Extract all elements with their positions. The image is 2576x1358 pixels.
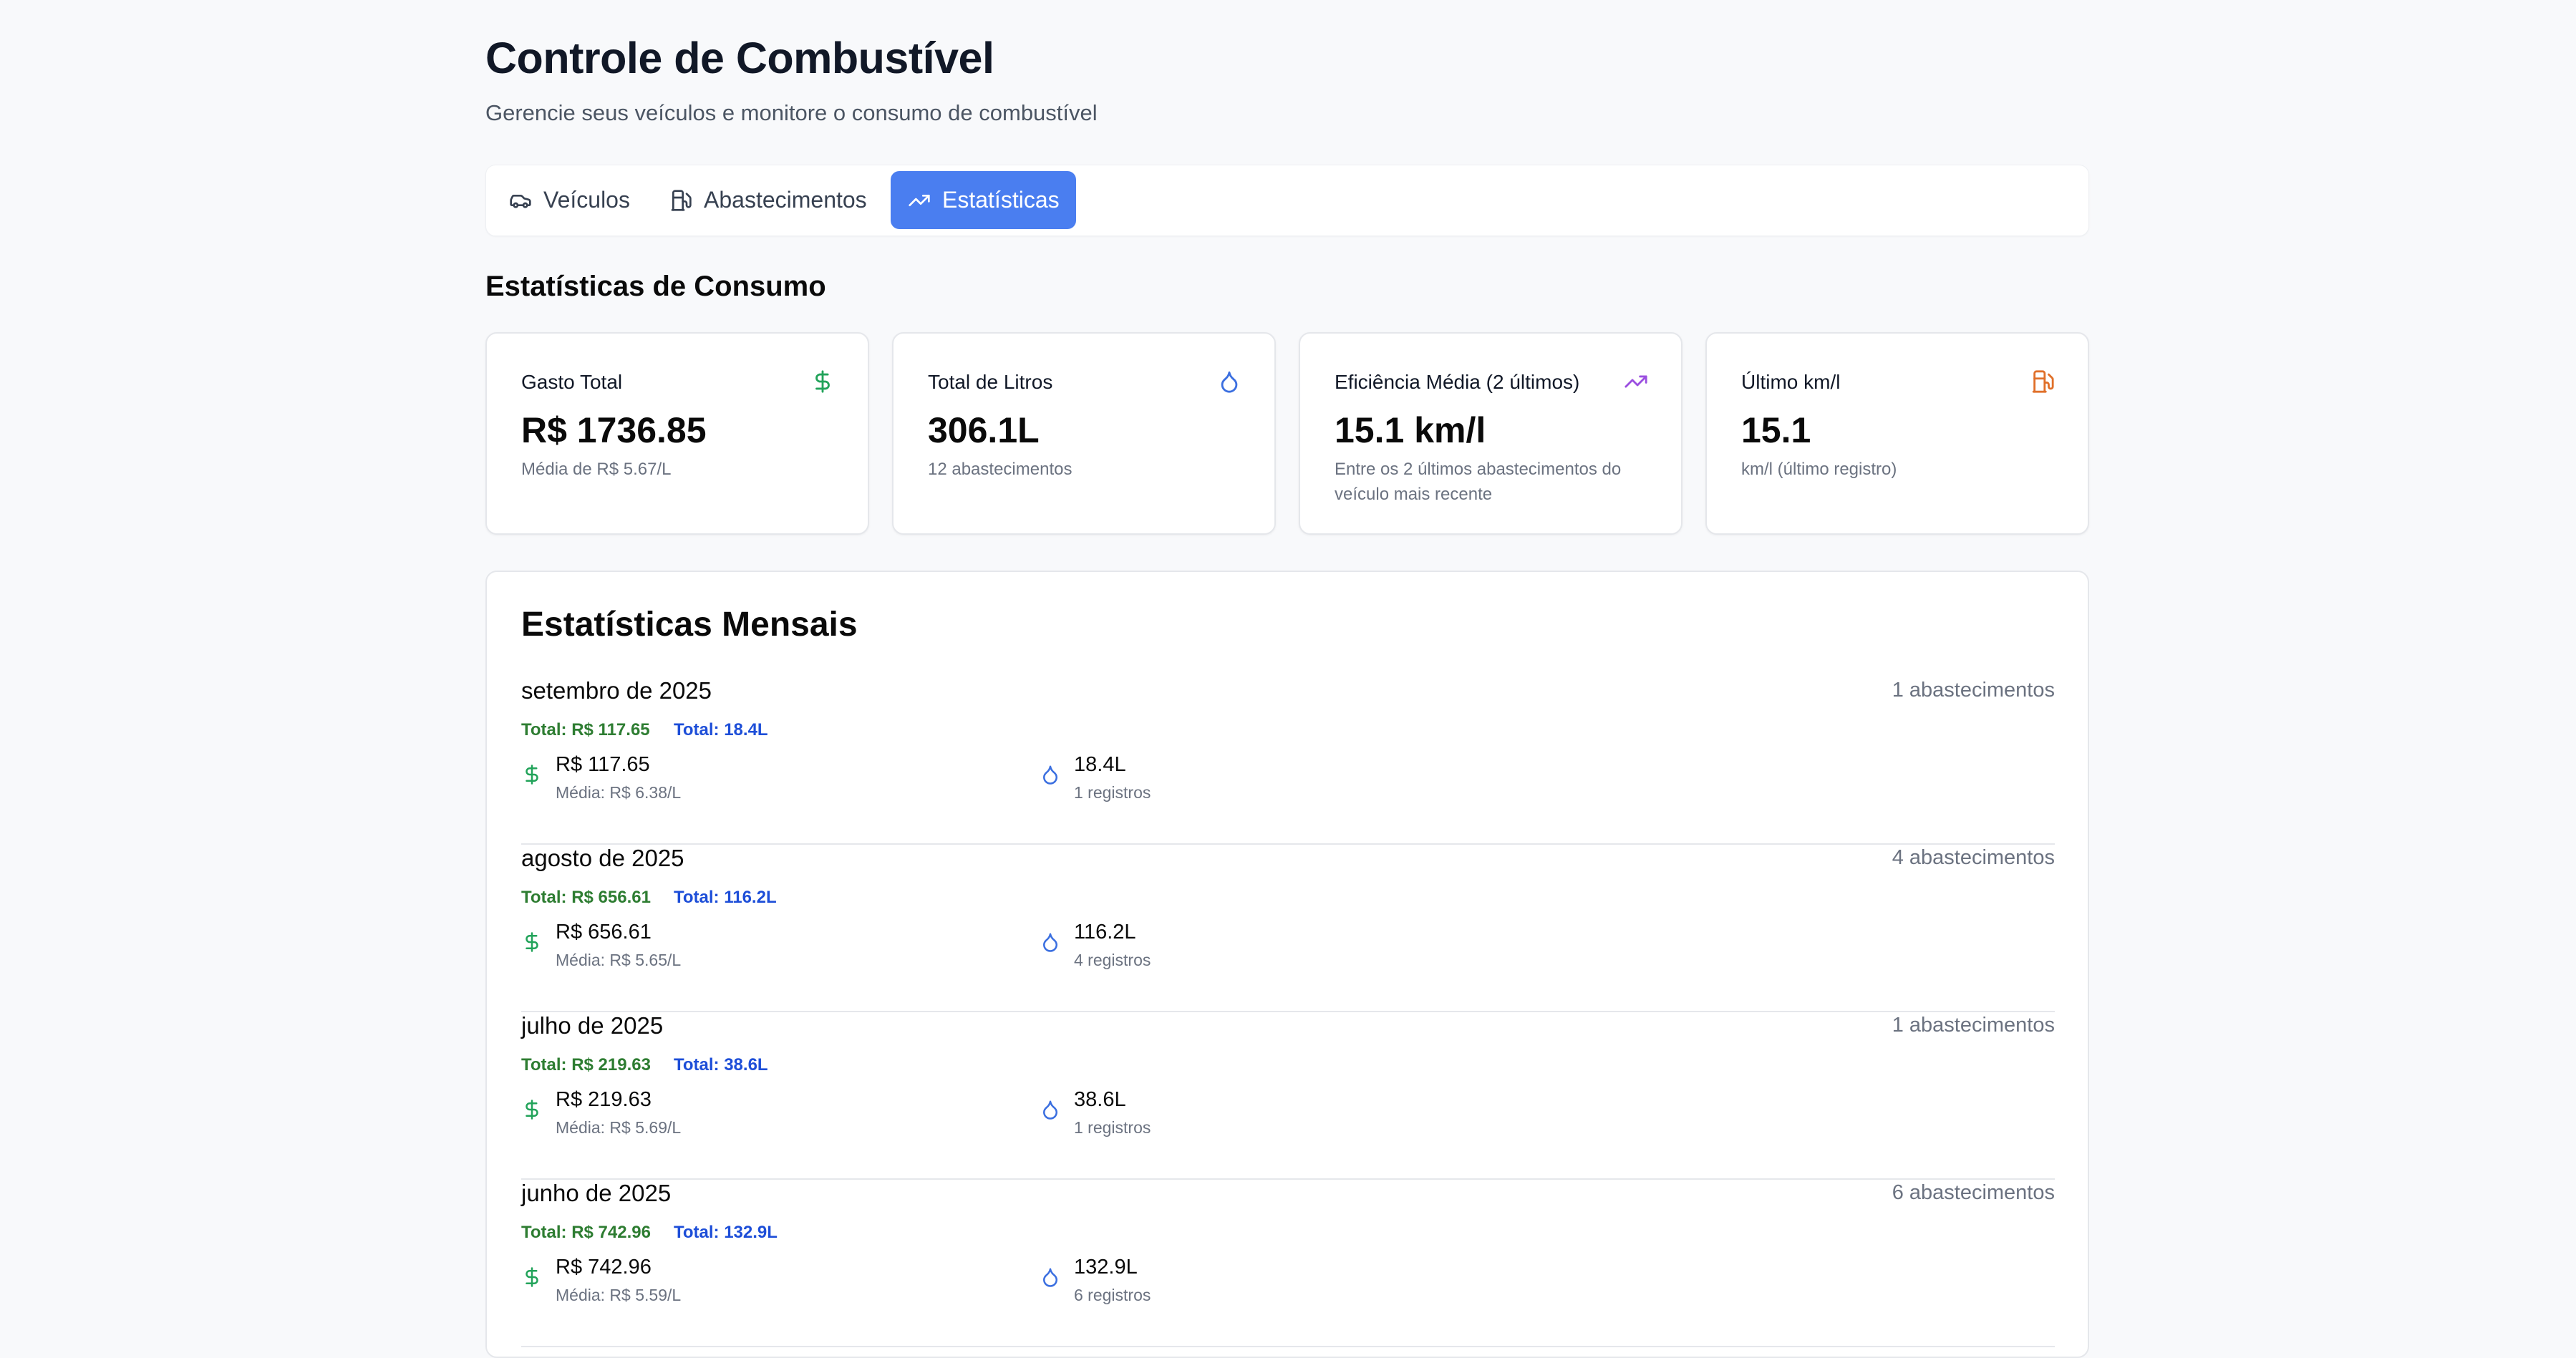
fuel-pump-icon [2032, 370, 2054, 393]
car-icon [510, 194, 531, 208]
month-refuel-count: 1 abastecimentos [1892, 1014, 2055, 1037]
month-total-liters: Total: 116.2L [674, 888, 777, 907]
stat-cards: Gasto Total R$ 1736.85 Média de R$ 5.67/… [485, 332, 2089, 535]
page-subtitle: Gerencie seus veículos e monitore o cons… [485, 100, 1098, 125]
fuel-control-page: Controle de Combustível Gerencie seus ve… [485, 0, 2089, 1358]
month-liters-value: 132.9L [1074, 1256, 1138, 1279]
month-money-value: R$ 219.63 [556, 1088, 652, 1111]
droplet-icon [1043, 1268, 1057, 1287]
month-name: julho de 2025 [521, 1012, 664, 1039]
month-name: setembro de 2025 [521, 677, 712, 704]
stat-card-last-kml: Último km/l 15.1 km/l (último registro) [1705, 332, 2089, 535]
month-total-money: Total: R$ 219.63 [521, 1055, 651, 1075]
dollar-icon [815, 370, 830, 393]
stat-card-subtext: Média de R$ 5.67/L [521, 460, 672, 479]
month-total-liters: Total: 18.4L [674, 720, 768, 739]
month-total-money: Total: R$ 656.61 [521, 888, 651, 907]
tab-statistics-label: Estatísticas [942, 187, 1060, 213]
stat-card-subtext: km/l (último registro) [1741, 460, 1897, 479]
stat-card-total-spent: Gasto Total R$ 1736.85 Média de R$ 5.67/… [485, 332, 869, 535]
fuel-pump-icon [671, 189, 692, 211]
month-total-liters: Total: 132.9L [674, 1223, 778, 1242]
stat-card-value: R$ 1736.85 [521, 410, 707, 450]
monthly-stats-panel: Estatísticas Mensais setembro de 2025 1 … [485, 571, 2089, 1358]
month-average-price: Média: R$ 5.69/L [556, 1118, 682, 1137]
month-records: 6 registros [1074, 1286, 1151, 1304]
monthly-stats-title: Estatísticas Mensais [521, 606, 858, 644]
stat-card-label: Gasto Total [521, 371, 623, 393]
droplet-icon [1043, 933, 1057, 952]
stat-card-subtext: Entre os 2 últimos abastecimentos do veí… [1335, 460, 1622, 504]
month-records: 1 registros [1074, 1118, 1151, 1137]
month-name: junho de 2025 [521, 1180, 672, 1206]
stat-card-label: Eficiência Média (2 últimos) [1335, 371, 1580, 393]
consumption-stats-title: Estatísticas de Consumo [485, 271, 826, 302]
month-name: agosto de 2025 [521, 845, 684, 871]
stat-card-total-liters: Total de Litros 306.1L 12 abastecimentos [892, 332, 1276, 535]
page-title: Controle de Combustível [485, 34, 994, 82]
droplet-icon [1043, 765, 1057, 785]
month-liters-value: 116.2L [1074, 921, 1136, 944]
month-row: julho de 2025 1 abastecimentos Total: R$… [521, 1012, 2055, 1180]
month-refuel-count: 4 abastecimentos [1892, 846, 2055, 869]
month-total-money: Total: R$ 117.65 [521, 720, 650, 739]
stat-card-value: 15.1 [1741, 410, 1811, 450]
stat-card-label: Último km/l [1741, 371, 1841, 393]
month-records: 1 registros [1074, 783, 1151, 802]
dollar-icon [526, 1100, 538, 1120]
month-refuel-count: 6 abastecimentos [1892, 1181, 2055, 1204]
stat-card-subtext: 12 abastecimentos [928, 460, 1072, 479]
dollar-icon [526, 765, 538, 785]
month-average-price: Média: R$ 5.65/L [556, 951, 682, 969]
month-money-value: R$ 742.96 [556, 1256, 652, 1279]
tab-vehicles[interactable]: Veículos [492, 171, 645, 229]
stat-card-average-efficiency: Eficiência Média (2 últimos) 15.1 km/l E… [1299, 332, 1682, 535]
dollar-icon [526, 1267, 538, 1287]
tab-vehicles-label: Veículos [543, 187, 630, 213]
month-average-price: Média: R$ 5.59/L [556, 1286, 682, 1304]
stat-card-value: 15.1 km/l [1335, 410, 1486, 450]
trending-up-icon [909, 194, 930, 206]
droplet-icon [1043, 1100, 1057, 1120]
month-liters-value: 18.4L [1074, 753, 1126, 776]
month-money-value: R$ 117.65 [556, 753, 650, 776]
month-refuel-count: 1 abastecimentos [1892, 679, 2055, 702]
month-liters-value: 38.6L [1074, 1088, 1126, 1111]
trending-up-icon [1624, 375, 1647, 388]
month-row: agosto de 2025 4 abastecimentos Total: R… [521, 845, 2055, 1012]
month-records: 4 registros [1074, 951, 1151, 969]
tab-refuelings-label: Abastecimentos [704, 187, 867, 213]
droplet-icon [1221, 371, 1238, 393]
month-row: junho de 2025 6 abastecimentos Total: R$… [521, 1180, 2055, 1347]
stat-card-value: 306.1L [928, 410, 1040, 450]
month-row: setembro de 2025 1 abastecimentos Total:… [521, 677, 2055, 845]
dollar-icon [526, 932, 538, 952]
tab-bar: Veículos Abastecimentos Estatísticas [485, 165, 2089, 236]
month-average-price: Média: R$ 6.38/L [556, 783, 682, 802]
month-total-liters: Total: 38.6L [674, 1055, 768, 1075]
month-money-value: R$ 656.61 [556, 921, 652, 944]
month-total-money: Total: R$ 742.96 [521, 1223, 651, 1242]
tab-refuelings[interactable]: Abastecimentos [652, 171, 867, 229]
stat-card-label: Total de Litros [928, 371, 1053, 393]
tab-statistics[interactable]: Estatísticas [891, 171, 1076, 229]
